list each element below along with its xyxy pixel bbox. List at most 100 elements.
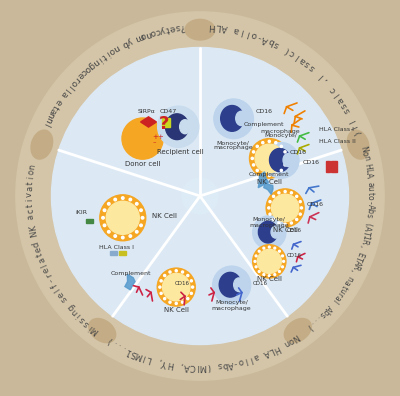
Circle shape: [256, 169, 258, 171]
Text: a: a: [47, 106, 58, 115]
Circle shape: [268, 275, 270, 276]
Circle shape: [190, 280, 192, 282]
Text: e: e: [33, 245, 43, 253]
Circle shape: [262, 142, 264, 144]
Text: d: d: [32, 240, 42, 248]
Text: (: (: [363, 222, 373, 227]
Circle shape: [122, 118, 163, 159]
Text: CD16: CD16: [256, 109, 272, 114]
Text: o: o: [139, 30, 147, 41]
Text: s: s: [82, 318, 91, 328]
Text: s: s: [364, 213, 374, 218]
Text: A: A: [352, 258, 362, 267]
Text: R: R: [350, 262, 360, 271]
Text: a: a: [25, 186, 34, 191]
Text: -: -: [366, 200, 375, 204]
Text: s: s: [59, 294, 69, 303]
Polygon shape: [162, 118, 170, 127]
Text: H: H: [208, 21, 216, 31]
Circle shape: [141, 217, 144, 219]
Text: H: H: [166, 359, 174, 369]
Circle shape: [160, 292, 162, 294]
Text: .: .: [111, 339, 118, 348]
Circle shape: [278, 222, 280, 224]
Text: macrophage: macrophage: [213, 145, 253, 150]
Text: y: y: [159, 25, 166, 35]
Ellipse shape: [284, 318, 311, 343]
Circle shape: [106, 201, 139, 234]
Text: l: l: [66, 82, 74, 90]
Circle shape: [140, 209, 142, 211]
Text: Monocyte/: Monocyte/: [216, 141, 249, 146]
Ellipse shape: [221, 106, 244, 131]
Text: t: t: [165, 24, 170, 34]
Text: c: c: [26, 208, 35, 214]
Circle shape: [251, 157, 253, 160]
Text: e: e: [56, 289, 66, 299]
Circle shape: [157, 268, 195, 306]
Text: r: r: [335, 290, 344, 298]
Text: u: u: [337, 286, 347, 295]
Text: n: n: [70, 306, 80, 316]
Text: L: L: [215, 22, 221, 31]
Circle shape: [255, 255, 257, 257]
Text: n: n: [111, 43, 121, 53]
Text: HLA Class II: HLA Class II: [319, 139, 356, 145]
Circle shape: [108, 203, 110, 205]
Circle shape: [268, 174, 270, 177]
Text: t: t: [26, 181, 35, 185]
Circle shape: [164, 298, 166, 300]
Text: a: a: [342, 278, 352, 287]
Text: i: i: [74, 311, 82, 319]
Text: L: L: [364, 168, 373, 173]
Circle shape: [278, 270, 280, 272]
Circle shape: [190, 292, 192, 294]
Text: Monocyte/: Monocyte/: [264, 133, 297, 139]
Circle shape: [296, 195, 298, 197]
Circle shape: [268, 207, 270, 209]
Text: b: b: [266, 36, 276, 47]
Circle shape: [263, 274, 265, 276]
Text: H: H: [272, 343, 281, 354]
Circle shape: [187, 274, 189, 276]
Text: ?: ?: [159, 115, 170, 133]
Text: n: n: [45, 110, 56, 120]
Circle shape: [290, 192, 292, 194]
Text: CD16: CD16: [303, 160, 320, 166]
Circle shape: [272, 195, 275, 197]
Circle shape: [253, 216, 286, 249]
Text: .: .: [315, 313, 323, 322]
Circle shape: [102, 217, 104, 219]
Circle shape: [284, 223, 286, 225]
Circle shape: [213, 266, 251, 304]
Circle shape: [280, 145, 282, 147]
Text: ): ): [106, 336, 114, 345]
Text: I: I: [41, 121, 50, 127]
Ellipse shape: [258, 221, 278, 243]
Text: ,: ,: [180, 361, 183, 370]
Text: o: o: [68, 77, 78, 88]
Text: n: n: [361, 154, 371, 161]
Circle shape: [182, 301, 184, 303]
Circle shape: [266, 189, 304, 227]
Text: e: e: [52, 97, 63, 107]
Ellipse shape: [347, 130, 369, 159]
Text: -: -: [256, 32, 263, 41]
Circle shape: [258, 270, 260, 272]
Circle shape: [252, 164, 255, 166]
Text: K: K: [28, 224, 38, 231]
Text: c: c: [288, 48, 297, 58]
Text: c: c: [328, 85, 338, 95]
Text: A: A: [365, 204, 375, 209]
Text: s: s: [174, 23, 180, 32]
Text: m: m: [133, 31, 144, 43]
Text: A: A: [220, 23, 228, 32]
Circle shape: [192, 286, 194, 288]
Circle shape: [255, 266, 257, 268]
Text: r: r: [44, 271, 54, 278]
Circle shape: [282, 266, 284, 268]
Text: l: l: [244, 355, 248, 365]
Text: SIRPα: SIRPα: [138, 109, 156, 114]
Text: ,: ,: [348, 268, 358, 274]
Ellipse shape: [185, 19, 215, 40]
